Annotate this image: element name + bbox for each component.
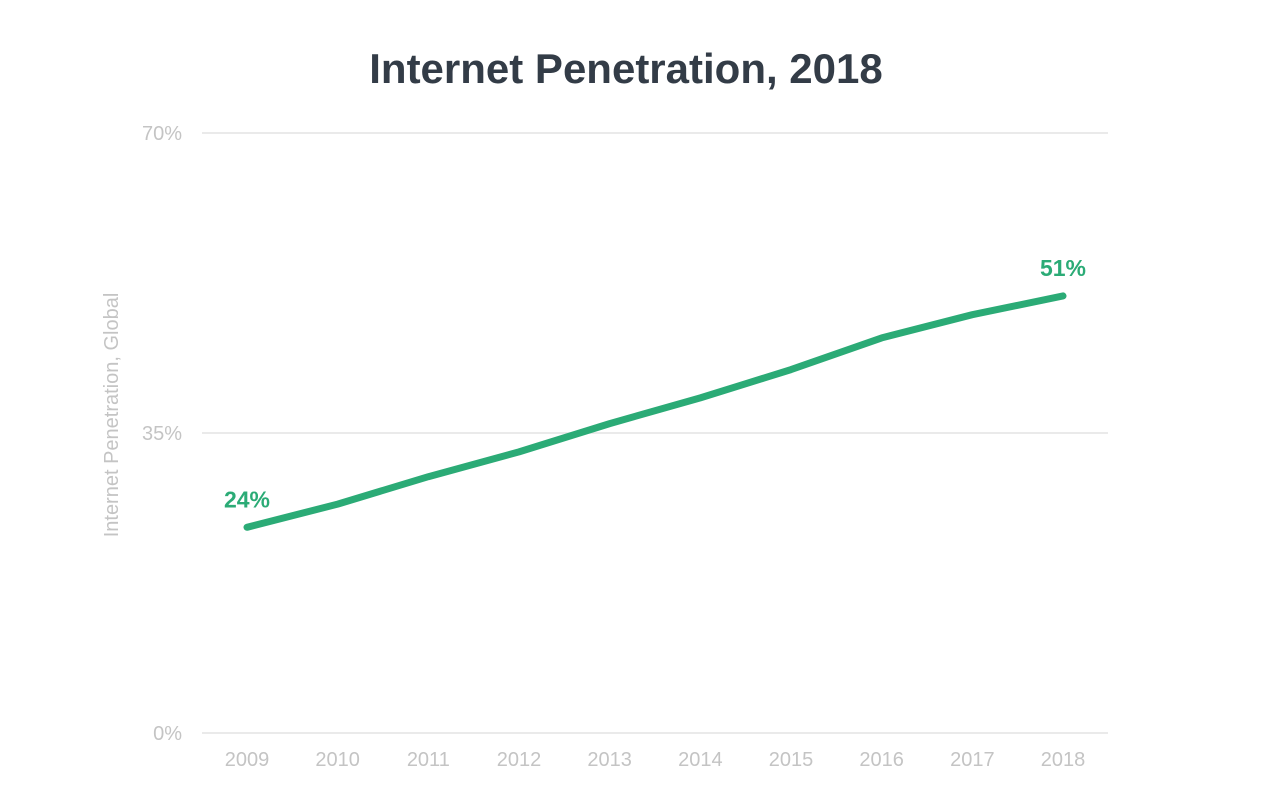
chart-title: Internet Penetration, 2018 — [369, 45, 883, 92]
y-tick-label: 35% — [142, 423, 182, 445]
y-axis-label: Internet Penetration, Global — [101, 293, 123, 538]
data-label: 24% — [224, 486, 270, 512]
series — [243, 292, 1067, 531]
y-axis-ticks: 0% 35% 70% — [142, 123, 182, 745]
data-label: 51% — [1040, 255, 1086, 281]
x-tick-label: 2009 — [225, 749, 270, 771]
data-labels: 24% 51% — [224, 255, 1086, 512]
grid-lines — [202, 132, 1108, 734]
x-tick-label: 2015 — [769, 749, 814, 771]
x-tick-label: 2013 — [587, 749, 632, 771]
x-tick-label: 2012 — [497, 749, 542, 771]
x-tick-label: 2010 — [315, 749, 360, 771]
x-tick-label: 2016 — [859, 749, 904, 771]
x-axis-ticks: 2009 2010 2011 2012 2013 2014 2015 2016 2017 2018 — [225, 749, 1086, 771]
x-tick-label: 2018 — [1041, 749, 1086, 771]
x-tick-label: 2017 — [950, 749, 995, 771]
x-tick-label: 2014 — [678, 749, 723, 771]
series-line — [243, 292, 1067, 531]
y-tick-label: 70% — [142, 123, 182, 145]
x-tick-label: 2011 — [407, 749, 450, 771]
y-tick-label: 0% — [153, 723, 182, 745]
